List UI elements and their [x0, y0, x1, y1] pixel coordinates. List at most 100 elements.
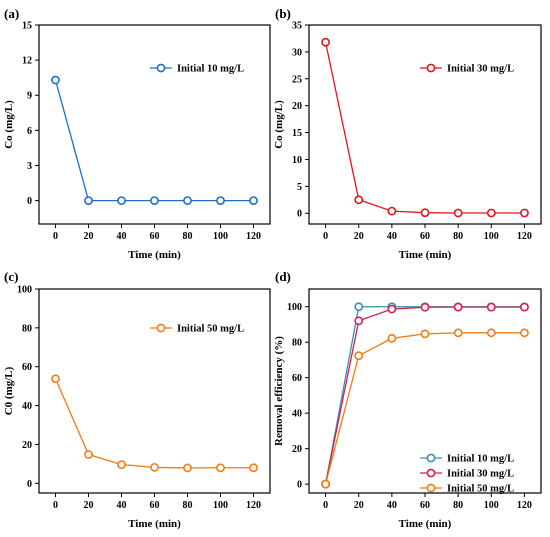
legend-item: Initial 50 mg/L — [150, 324, 244, 335]
data-point — [420, 329, 430, 339]
data-point — [249, 196, 258, 205]
y-tick-label: 20 — [22, 440, 32, 451]
panel-label: (c) — [4, 269, 18, 284]
data-point — [216, 463, 225, 473]
legend-label: Initial 30 mg/L — [447, 469, 514, 480]
legend-item: Initial 10 mg/L — [150, 64, 244, 75]
x-tick-label: 60 — [420, 500, 430, 511]
x-axis-label: Time (min) — [399, 249, 452, 261]
legend-label: Initial 50 mg/L — [447, 484, 514, 495]
panel-b: (b) 0 20 40 60 80 100 120 0 5 10 15 20 25 30 35 Time (mi… — [273, 6, 542, 261]
panel-c: (c) 0 20 40 60 80 100 120 0 20 40 60 80 100 Time (min)… — [3, 269, 271, 530]
y-tick-label: 30 — [292, 47, 302, 58]
y-tick-label: 9 — [27, 91, 32, 102]
x-tick-label: 0 — [323, 231, 328, 242]
series — [51, 374, 258, 473]
y-tick-label: 15 — [292, 128, 302, 139]
panel-label: (b) — [275, 6, 291, 21]
series — [321, 37, 529, 218]
data-point — [216, 196, 225, 205]
y-tick-label: 20 — [292, 101, 302, 112]
data-point — [387, 333, 397, 343]
y-tick-label: 80 — [22, 323, 32, 334]
legend-label: Initial 30 mg/L — [447, 64, 514, 75]
legend-item: Initial 50 mg/L — [420, 484, 514, 495]
x-tick-label: 0 — [53, 500, 58, 511]
x-axis-label: Time (min) — [399, 518, 452, 530]
legend-item: Initial 30 mg/L — [420, 469, 514, 480]
panel-label: (a) — [4, 6, 19, 21]
x-tick-label: 100 — [484, 500, 499, 511]
data-point — [354, 351, 364, 361]
y-tick-label: 10 — [292, 155, 302, 166]
y-tick-label: 100 — [287, 302, 302, 313]
y-tick-label: 60 — [292, 373, 302, 384]
series — [321, 328, 529, 489]
y-tick-label: 40 — [292, 409, 302, 420]
data-point — [453, 208, 463, 218]
x-tick-label: 40 — [387, 231, 397, 242]
data-point — [520, 208, 529, 218]
y-tick-label: 60 — [22, 362, 32, 373]
data-point — [117, 460, 126, 470]
y-tick-label: 0 — [27, 479, 32, 490]
y-tick-label: 5 — [297, 182, 302, 193]
data-point — [321, 479, 330, 489]
x-tick-label: 40 — [117, 231, 127, 242]
y-tick-label: 0 — [27, 196, 32, 207]
x-tick-label: 80 — [183, 231, 193, 242]
panel-d: (d) 0 20 40 60 80 100 120 0 20 40 60 80 100 Time (min)… — [273, 269, 542, 530]
data-point — [354, 302, 364, 312]
legend-marker — [156, 63, 166, 73]
plot-frame — [38, 288, 271, 494]
y-axis-label: C0 (mg/L) — [3, 366, 15, 415]
x-tick-label: 40 — [117, 500, 127, 511]
x-tick-label: 20 — [354, 231, 364, 242]
y-axis-label: Co (mg/L) — [273, 100, 285, 149]
x-tick-label: 60 — [150, 231, 160, 242]
plot-frame — [38, 24, 271, 225]
data-point — [420, 208, 430, 218]
data-point — [51, 374, 60, 384]
series — [321, 302, 529, 489]
y-tick-label: 40 — [22, 401, 32, 412]
x-tick-label: 120 — [246, 500, 261, 511]
y-tick-label: 0 — [297, 209, 302, 220]
panel-label: (d) — [275, 269, 291, 284]
panel-a: (a) 0 20 40 60 80 100 120 0 3 6 9 12 15 Time (min) Co (… — [3, 6, 271, 261]
data-point — [520, 328, 529, 338]
legend-item: Initial 10 mg/L — [420, 454, 514, 465]
y-tick-label: 35 — [292, 21, 302, 32]
x-tick-label: 80 — [453, 231, 463, 242]
x-tick-label: 0 — [323, 500, 328, 511]
x-axis-label: Time (min) — [128, 249, 181, 261]
y-tick-label: 15 — [22, 21, 32, 32]
data-point — [84, 450, 93, 459]
series — [51, 75, 258, 205]
x-axis-label: Time (min) — [128, 518, 181, 530]
legend-marker — [426, 63, 436, 73]
y-tick-label: 100 — [17, 285, 32, 296]
y-tick-label: 6 — [27, 126, 32, 137]
y-tick-label: 20 — [292, 444, 302, 455]
data-point — [84, 196, 93, 205]
x-tick-label: 120 — [517, 231, 532, 242]
x-tick-label: 20 — [84, 500, 94, 511]
data-point — [354, 195, 364, 205]
y-axis-label: Co (mg/L) — [3, 100, 15, 149]
legend-label: Initial 50 mg/L — [177, 324, 244, 335]
x-tick-label: 60 — [150, 500, 160, 511]
x-tick-label: 40 — [387, 500, 397, 511]
x-tick-label: 20 — [84, 231, 94, 242]
y-axis-label: Removal efficiency (%) — [273, 336, 285, 446]
y-tick-label: 0 — [297, 480, 302, 491]
x-tick-label: 120 — [246, 231, 261, 242]
data-point — [321, 37, 330, 47]
data-point — [183, 196, 192, 205]
x-tick-label: 100 — [213, 231, 228, 242]
data-point — [387, 304, 397, 314]
x-tick-label: 100 — [213, 500, 228, 511]
legend-marker — [426, 468, 436, 478]
x-tick-label: 80 — [183, 500, 193, 511]
